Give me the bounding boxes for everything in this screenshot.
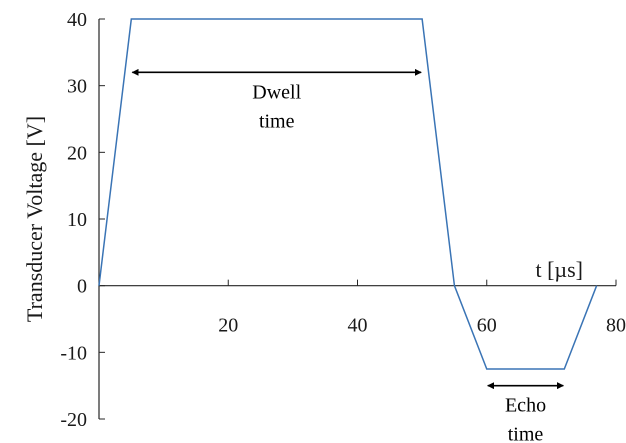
y-tick-label: 0 xyxy=(77,276,87,298)
y-ticks: 40 30 20 10 0 -10 -20 xyxy=(60,9,105,431)
y-tick-label: -20 xyxy=(60,409,87,431)
y-tick-label: 10 xyxy=(67,209,87,231)
voltage-series-line xyxy=(98,18,598,370)
annotation: Dwell time xyxy=(131,68,422,132)
series-layer xyxy=(98,18,598,370)
axes: 40 30 20 10 0 -10 -20 20 40 60 80 xyxy=(60,9,626,431)
x-axis-title: t [µs] xyxy=(535,257,583,282)
y-tick-label: 40 xyxy=(67,9,87,31)
y-axis-title: Transducer Voltage [V] xyxy=(22,116,47,322)
annotation: Echo time xyxy=(487,382,564,443)
annotation-layer: Dwell time Echo time xyxy=(131,68,564,443)
x-tick-label: 20 xyxy=(218,315,238,337)
annotation-label-line1: Dwell xyxy=(252,81,301,103)
x-tick-label: 60 xyxy=(477,315,497,337)
annotation-label-line2: time xyxy=(259,110,295,132)
annotation-label-line2: time xyxy=(508,424,544,443)
y-tick-label: 20 xyxy=(67,142,87,164)
y-tick-label: 30 xyxy=(67,76,87,98)
x-tick-label: 40 xyxy=(348,315,368,337)
y-tick-label: -10 xyxy=(60,342,87,364)
x-ticks: 20 40 60 80 xyxy=(218,279,626,337)
annotation-label-line1: Echo xyxy=(505,395,546,417)
x-tick-label: 80 xyxy=(606,315,626,337)
